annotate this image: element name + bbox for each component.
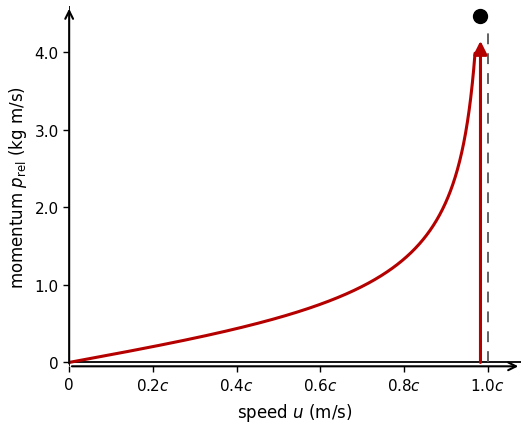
Y-axis label: momentum $p_{\mathrm{rel}}$ (kg m/s): momentum $p_{\mathrm{rel}}$ (kg m/s) [7,86,29,288]
X-axis label: speed $u$ (m/s): speed $u$ (m/s) [238,401,353,423]
Point [476,13,485,20]
